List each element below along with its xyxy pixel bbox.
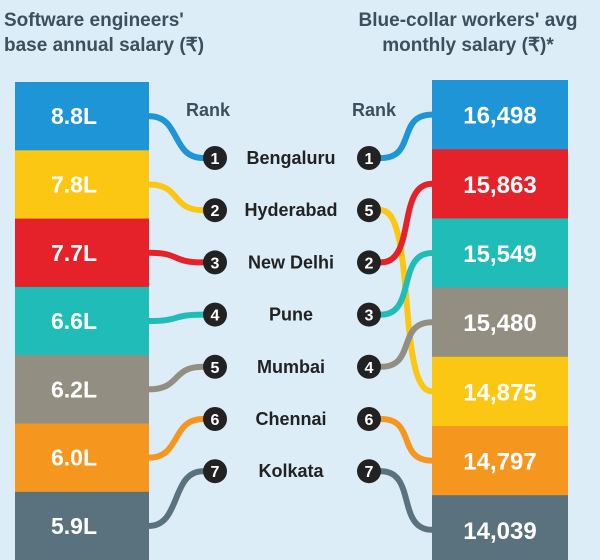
left-rank-number-chennai: 6 [211,412,220,429]
right-bar-new-delhi [432,149,568,219]
left-rank-circle-bengaluru [203,146,227,170]
right-bar-mumbai [432,287,568,358]
right-rank-circle-hyderabad [357,198,381,223]
city-label-hyderabad: Hyderabad [244,200,337,220]
left-rank-circle-new-delhi [203,250,227,275]
city-label-bengaluru: Bengaluru [246,148,335,168]
city-label-mumbai: Mumbai [257,357,325,377]
left-connector-chennai [146,416,206,461]
right-chart-title: Blue-collar workers' avg monthly salary … [358,10,578,56]
right-bar-chennai [432,426,568,496]
left-bar-mumbai [15,355,149,425]
left-rank-number-new-delhi: 3 [211,255,220,272]
right-rank-number-pune: 3 [365,308,374,325]
right-rank-number-new-delhi: 2 [365,255,374,272]
right-rank-circle-chennai [357,407,381,431]
left-bar-label-hyderabad: 7.8L [51,171,97,197]
right-bar-hyderabad [432,356,568,427]
right-bar-label-hyderabad: 14,875 [463,379,536,406]
right-bar-kolkata [432,495,568,560]
left-bar-label-chennai: 6.0L [51,445,97,471]
left-connector-new-delhi [146,249,206,266]
right-rank-header: Rank [352,100,397,120]
left-bar-hyderabad [15,150,149,220]
left-rank-circle-chennai [203,407,227,431]
left-bar-label-kolkata: 5.9L [51,513,97,539]
right-rank-number-hyderabad: 5 [365,203,374,220]
right-bar-label-pune: 15,549 [463,241,536,268]
city-label-pune: Pune [269,305,313,325]
left-rank-number-hyderabad: 2 [211,203,220,220]
left-bar-label-mumbai: 6.2L [51,376,97,402]
right-connector-new-delhi [378,180,435,266]
left-connector-kolkata [146,468,206,529]
left-rank-circle-kolkata [203,459,227,484]
right-rank-number-kolkata: 7 [365,464,374,481]
right-rank-circle-mumbai [357,354,381,379]
city-label-new-delhi: New Delhi [248,252,334,272]
left-connector-hyderabad [146,181,206,214]
right-connector-mumbai [378,319,435,370]
left-bar-label-bengaluru: 8.8L [51,103,97,129]
left-bar-pune [15,286,149,356]
city-label-chennai: Chennai [255,409,326,429]
left-rank-number-bengaluru: 1 [211,151,220,168]
left-connector-pune [146,311,206,325]
right-rank-circle-pune [357,302,381,327]
left-bar-label-pune: 6.6L [51,308,97,334]
left-rank-header: Rank [186,100,231,120]
left-bar-bengaluru [15,82,149,151]
right-rank-circle-new-delhi [357,250,381,275]
right-rank-number-mumbai: 4 [365,360,374,377]
right-connector-hyderabad [378,207,435,395]
left-connector-mumbai [146,363,206,393]
left-bar-chennai [15,423,149,493]
left-rank-number-kolkata: 7 [211,464,220,481]
right-connector-bengaluru [378,111,435,161]
right-rank-number-bengaluru: 1 [365,151,374,168]
right-rank-circle-bengaluru [357,146,381,170]
left-rank-circle-mumbai [203,354,227,379]
left-bar-kolkata [15,491,149,560]
right-connector-chennai [378,416,435,464]
right-connector-kolkata [378,468,435,533]
left-connector-bengaluru [146,113,206,161]
city-label-kolkata: Kolkata [258,461,324,481]
right-bar-label-chennai: 14,797 [463,449,536,476]
right-bar-pune [432,218,568,289]
right-bar-label-new-delhi: 15,863 [463,172,536,199]
left-bar-new-delhi [15,218,149,288]
right-bar-label-bengaluru: 16,498 [463,103,536,130]
right-bar-label-kolkata: 14,039 [463,518,536,545]
left-rank-circle-hyderabad [203,198,227,223]
left-rank-circle-pune [203,302,227,327]
right-rank-circle-kolkata [357,459,381,484]
right-bar-label-mumbai: 15,480 [463,310,536,337]
right-bar-bengaluru [432,80,568,150]
right-connector-pune [378,250,435,318]
left-rank-number-mumbai: 5 [211,360,220,377]
left-rank-number-pune: 4 [211,308,220,325]
right-rank-number-chennai: 6 [365,412,374,429]
left-bar-label-new-delhi: 7.7L [51,240,97,266]
left-chart-title: Software engineers' base annual salary (… [4,10,205,56]
